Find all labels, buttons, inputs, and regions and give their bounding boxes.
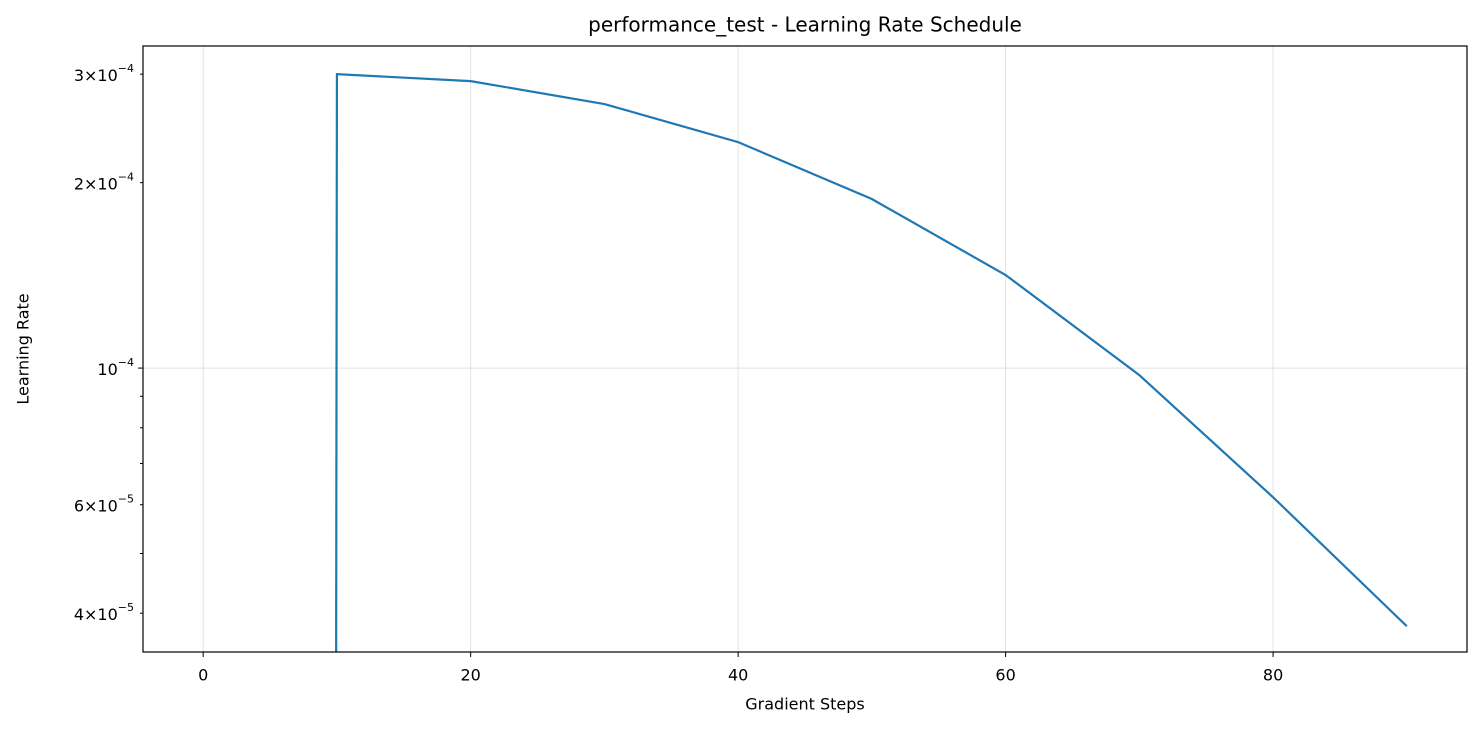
x-tick-label: 0: [198, 666, 208, 685]
plot-frame: [142, 45, 1468, 653]
y-tick-label: 10−4: [97, 356, 134, 379]
y-tick-label: 4×10−5: [74, 601, 134, 624]
y-tick-label: 2×10−4: [74, 171, 134, 194]
chart-title: performance_test - Learning Rate Schedul…: [588, 13, 1022, 37]
y-axis-label: Learning Rate: [14, 293, 33, 404]
x-tick-label: 60: [995, 666, 1015, 685]
x-axis-label: Gradient Steps: [745, 695, 865, 714]
y-tick-label: 3×10−4: [74, 62, 134, 85]
x-tick-label: 80: [1263, 666, 1283, 685]
x-tick-label: 40: [728, 666, 748, 685]
x-tick-label: 20: [460, 666, 480, 685]
line-series: [335, 73, 1408, 652]
y-tick-label: 6×10−5: [74, 493, 134, 515]
